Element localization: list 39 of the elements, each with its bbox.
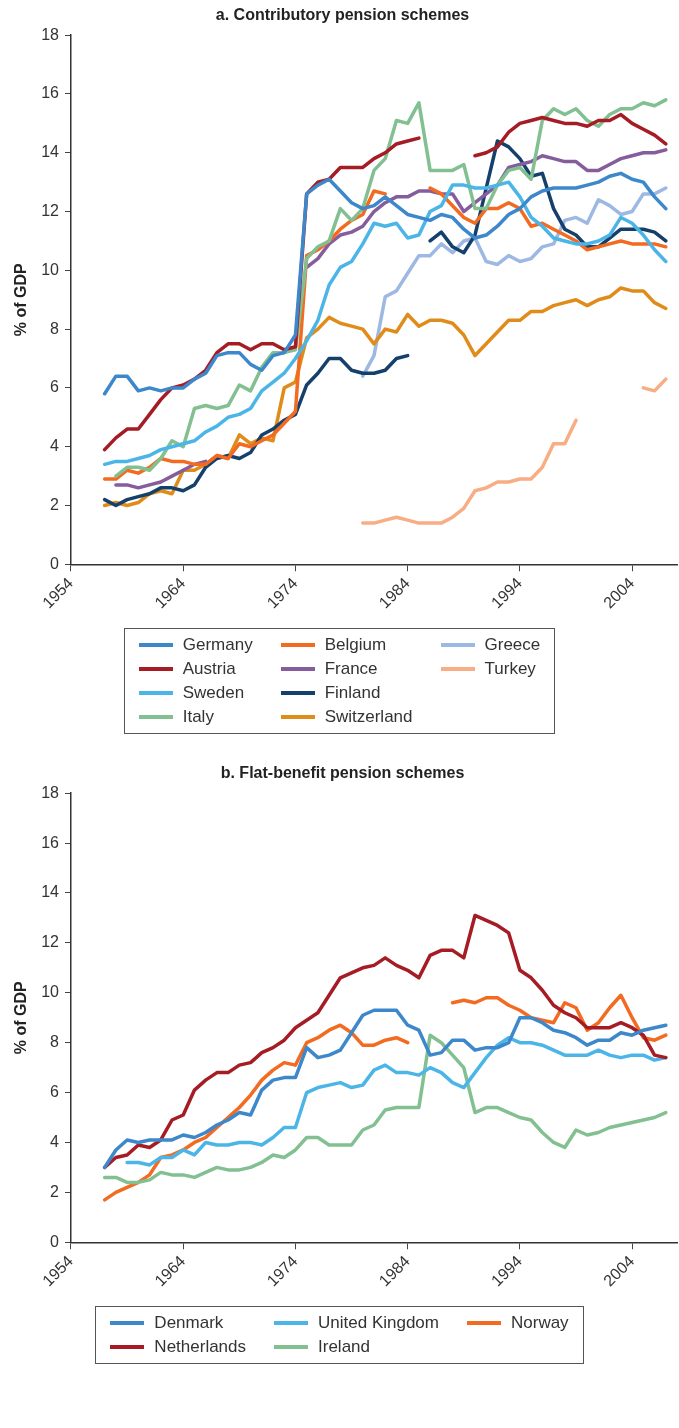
y-tick-label: 18 xyxy=(41,783,60,801)
y-tick-label: 6 xyxy=(50,378,60,396)
legend-label: Italy xyxy=(182,707,214,727)
legend-label: Greece xyxy=(484,635,541,655)
y-tick-label: 6 xyxy=(50,1082,60,1100)
legend-label: Ireland xyxy=(318,1337,371,1357)
chart-title: b. Flat-benefit pension schemes xyxy=(220,764,465,782)
legend-label: Netherlands xyxy=(154,1337,247,1357)
legend-label: France xyxy=(324,659,378,679)
legend-label: Denmark xyxy=(154,1313,224,1333)
chart-title: a. Contributory pension schemes xyxy=(215,6,470,24)
legend-label: Switzerland xyxy=(324,707,413,727)
y-tick-label: 14 xyxy=(41,883,60,901)
y-tick-label: 16 xyxy=(41,84,60,102)
legend-label: Austria xyxy=(182,659,236,679)
y-tick-label: 12 xyxy=(41,201,60,219)
y-tick-label: 2 xyxy=(50,495,60,513)
y-tick-label: 2 xyxy=(50,1182,60,1200)
y-tick-label: 0 xyxy=(50,554,60,572)
legend-label: Finland xyxy=(324,683,381,703)
y-tick-label: 14 xyxy=(41,143,60,161)
legend-label: Norway xyxy=(511,1313,569,1333)
legend-label: United Kingdom xyxy=(318,1313,439,1333)
y-tick-label: 8 xyxy=(50,319,60,337)
y-tick-label: 0 xyxy=(50,1232,60,1250)
legend-label: Belgium xyxy=(324,635,387,655)
y-axis-title: % of GDP xyxy=(12,980,30,1055)
y-axis-title: % of GDP xyxy=(12,262,30,337)
y-tick-label: 4 xyxy=(50,437,60,455)
y-tick-label: 12 xyxy=(41,933,60,951)
y-tick-label: 10 xyxy=(41,983,60,1001)
legend-label: Germany xyxy=(182,635,253,655)
y-tick-label: 4 xyxy=(50,1132,60,1150)
y-tick-label: 18 xyxy=(41,25,60,43)
y-tick-label: 10 xyxy=(41,260,60,278)
legend-label: Turkey xyxy=(484,659,536,679)
legend-label: Sweden xyxy=(182,683,245,703)
y-tick-label: 8 xyxy=(50,1033,60,1051)
y-tick-label: 16 xyxy=(41,833,60,851)
